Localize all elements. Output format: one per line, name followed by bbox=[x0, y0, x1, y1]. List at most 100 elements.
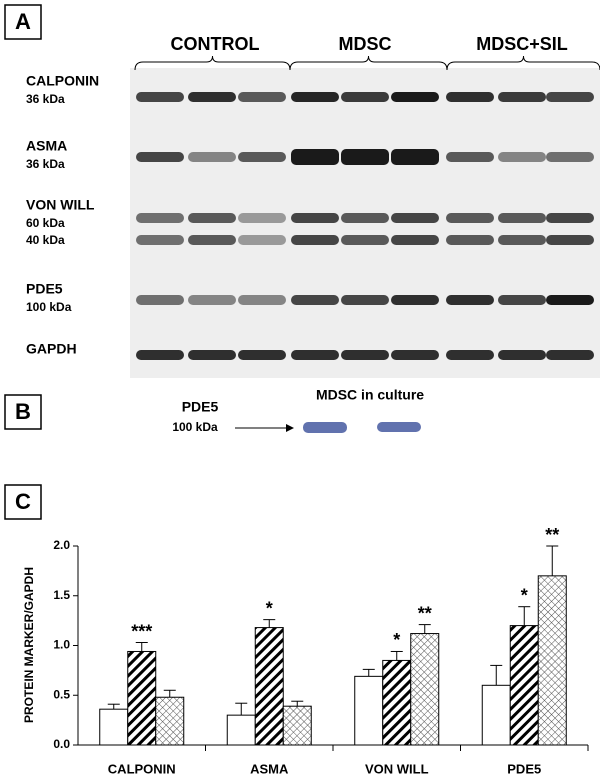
blot-band bbox=[546, 213, 594, 223]
blot-band bbox=[188, 92, 236, 102]
blot-band bbox=[546, 92, 594, 102]
blot-band bbox=[188, 295, 236, 305]
x-tick-label: VON WILL bbox=[365, 761, 429, 776]
blot-band bbox=[391, 350, 439, 360]
blot-band bbox=[341, 295, 389, 305]
blot-band bbox=[546, 152, 594, 162]
blot-band bbox=[238, 295, 286, 305]
blot-band bbox=[291, 235, 339, 245]
blot-band bbox=[136, 295, 184, 305]
y-tick-label: 0.5 bbox=[53, 687, 70, 701]
blot-band bbox=[188, 235, 236, 245]
blot-band bbox=[546, 295, 594, 305]
blot-band bbox=[136, 350, 184, 360]
bar bbox=[382, 659, 412, 746]
blot-band bbox=[238, 92, 286, 102]
bar bbox=[254, 627, 284, 746]
blot-band bbox=[341, 350, 389, 360]
panel-label: A bbox=[15, 9, 31, 34]
y-tick-label: 1.5 bbox=[53, 588, 70, 602]
significance: *** bbox=[131, 621, 152, 641]
blot-band bbox=[238, 350, 286, 360]
marker-label: PDE5 bbox=[26, 281, 63, 297]
blot-band bbox=[303, 422, 347, 433]
blot-band bbox=[391, 92, 439, 102]
blot-band bbox=[291, 213, 339, 223]
marker-label: VON WILL bbox=[26, 197, 95, 213]
marker-label: PDE5 bbox=[182, 399, 219, 415]
blot-band bbox=[446, 235, 494, 245]
panel-label: B bbox=[15, 399, 31, 424]
bar bbox=[99, 708, 129, 746]
marker-size: 100 kDa bbox=[172, 420, 218, 434]
group-label: MDSC+SIL bbox=[476, 34, 568, 54]
blot-band bbox=[377, 422, 421, 432]
bar bbox=[226, 714, 256, 746]
blot-band bbox=[238, 235, 286, 245]
blot-band bbox=[341, 149, 389, 165]
blot-band bbox=[498, 235, 546, 245]
significance: * bbox=[266, 598, 273, 618]
blot-band bbox=[498, 213, 546, 223]
blot-band bbox=[498, 152, 546, 162]
bar bbox=[509, 625, 539, 746]
blot-band bbox=[291, 295, 339, 305]
bar bbox=[127, 650, 157, 746]
blot-band bbox=[391, 235, 439, 245]
blot-band bbox=[446, 92, 494, 102]
panel-box bbox=[4, 394, 42, 430]
x-tick-label: ASMA bbox=[250, 761, 289, 776]
panel-label: C bbox=[15, 489, 31, 514]
marker-size: 40 kDa bbox=[26, 233, 65, 247]
blot-band bbox=[546, 235, 594, 245]
bar bbox=[155, 696, 185, 746]
blot-band bbox=[446, 213, 494, 223]
significance: ** bbox=[418, 603, 432, 623]
blot-band bbox=[341, 92, 389, 102]
group-label: MDSC bbox=[339, 34, 392, 54]
blot-band bbox=[546, 350, 594, 360]
blot-band bbox=[136, 92, 184, 102]
bar bbox=[410, 633, 440, 746]
marker-size: 100 kDa bbox=[26, 300, 72, 314]
group-brace bbox=[134, 55, 291, 71]
bar bbox=[537, 575, 567, 746]
blot-band bbox=[446, 152, 494, 162]
y-axis-label: PROTEIN MARKER/GAPDH bbox=[22, 567, 36, 723]
blot-band bbox=[188, 350, 236, 360]
blot-band bbox=[136, 152, 184, 162]
y-tick-label: 2.0 bbox=[53, 538, 70, 552]
bar bbox=[282, 705, 312, 746]
blot-band bbox=[391, 295, 439, 305]
blot-band bbox=[391, 149, 439, 165]
marker-size: 36 kDa bbox=[26, 157, 65, 171]
blot-band bbox=[391, 213, 439, 223]
blot-band bbox=[136, 235, 184, 245]
panel-box bbox=[4, 484, 42, 520]
significance: * bbox=[521, 585, 528, 605]
marker-size: 60 kDa bbox=[26, 216, 65, 230]
blot-band bbox=[446, 295, 494, 305]
group-brace bbox=[289, 55, 448, 71]
blot-band bbox=[291, 149, 339, 165]
blot-band bbox=[238, 213, 286, 223]
marker-label: ASMA bbox=[26, 138, 67, 154]
blot-band bbox=[291, 350, 339, 360]
blot-band bbox=[136, 213, 184, 223]
significance: * bbox=[393, 630, 400, 650]
blot-band bbox=[238, 152, 286, 162]
marker-size: 36 kDa bbox=[26, 92, 65, 106]
arrow-head bbox=[286, 424, 294, 432]
blot-band bbox=[498, 92, 546, 102]
blot-band bbox=[446, 350, 494, 360]
bar bbox=[481, 684, 511, 746]
y-tick-label: 1.0 bbox=[53, 638, 70, 652]
y-tick-label: 0.0 bbox=[53, 737, 70, 751]
significance: ** bbox=[545, 525, 559, 545]
group-label: CONTROL bbox=[171, 34, 260, 54]
blot-band bbox=[341, 235, 389, 245]
marker-label: GAPDH bbox=[26, 341, 77, 357]
group-brace bbox=[446, 55, 600, 71]
bar bbox=[354, 675, 384, 746]
